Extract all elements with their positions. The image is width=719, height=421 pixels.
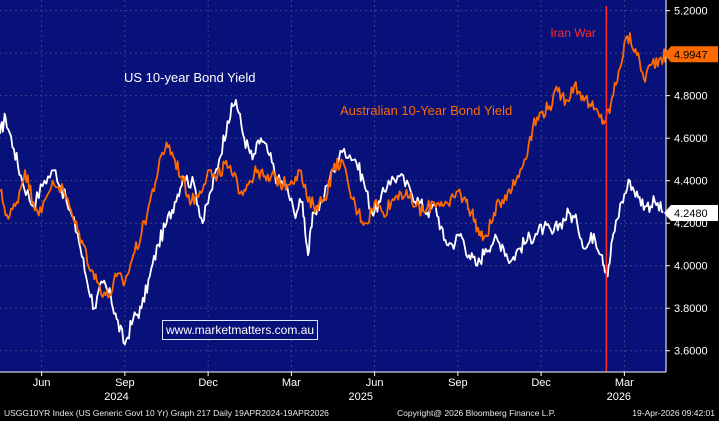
x-month-label: Dec [198,377,218,389]
australian-last-value-badge [664,46,718,63]
plot-background [0,0,666,372]
us-last-value-badge [664,204,718,221]
y-tick-label: 3.8000 [674,303,708,315]
watermark-link[interactable]: www.marketmatters.com.au [162,320,319,340]
us-series-label: US 10-year Bond Yield [124,70,256,85]
footer-timestamp: 19-Apr-2026 09:42:01 [632,408,715,418]
australian-last-value-text: 4.9947 [674,49,708,61]
x-axis-ticks: Jun Sep Dec Mar Jun Sep Dec Mar 2024 2025 2026 [0,371,666,403]
y-tick-label: 5.2000 [674,6,708,18]
x-month-label: Jun [33,377,51,389]
australian-series-label: Australian 10-Year Bond Yield [340,103,512,118]
y-tick-label: 4.2000 [674,218,708,230]
event-label: Iran War [550,26,596,40]
x-month-label: Mar [282,377,301,389]
footer: USGG10YR Index (US Generic Govt 10 Yr) G… [0,405,719,421]
australian-10y-yield-line [0,32,667,299]
y-tick-label: 4.0000 [674,261,708,273]
x-month-label: Jun [366,377,384,389]
event-layer: Iran War [550,6,608,372]
series-layer [0,32,667,346]
yield-chart: Iran War 5.20005.00004.80004.60004.40004… [0,0,719,405]
y-axis-ticks: 5.20005.00004.80004.60004.40004.20004.00… [665,0,708,372]
x-month-label: Mar [615,377,634,389]
x-axis-panel [0,372,719,405]
footer-left: USGG10YR Index (US Generic Govt 10 Yr) G… [4,408,329,418]
footer-copyright: Copyright@ 2026 Bloomberg Finance L.P. [397,408,556,418]
x-month-label: Sep [448,377,468,389]
last-value-badges: 4.2480 4.9947 [664,46,718,221]
y-tick-label: 4.8000 [674,91,708,103]
x-month-label: Dec [531,377,551,389]
x-month-label: Sep [115,377,135,389]
y-tick-label: 4.6000 [674,133,708,145]
y-tick-label: 4.4000 [674,176,708,188]
x-year-label: 2025 [349,391,373,403]
series-labels: US 10-year Bond Yield Australian 10-Year … [124,70,512,118]
y-tick-label: 3.6000 [674,346,708,358]
us-last-value-text: 4.2480 [674,208,708,220]
x-year-label: 2024 [104,391,128,403]
x-year-label: 2026 [607,391,631,403]
